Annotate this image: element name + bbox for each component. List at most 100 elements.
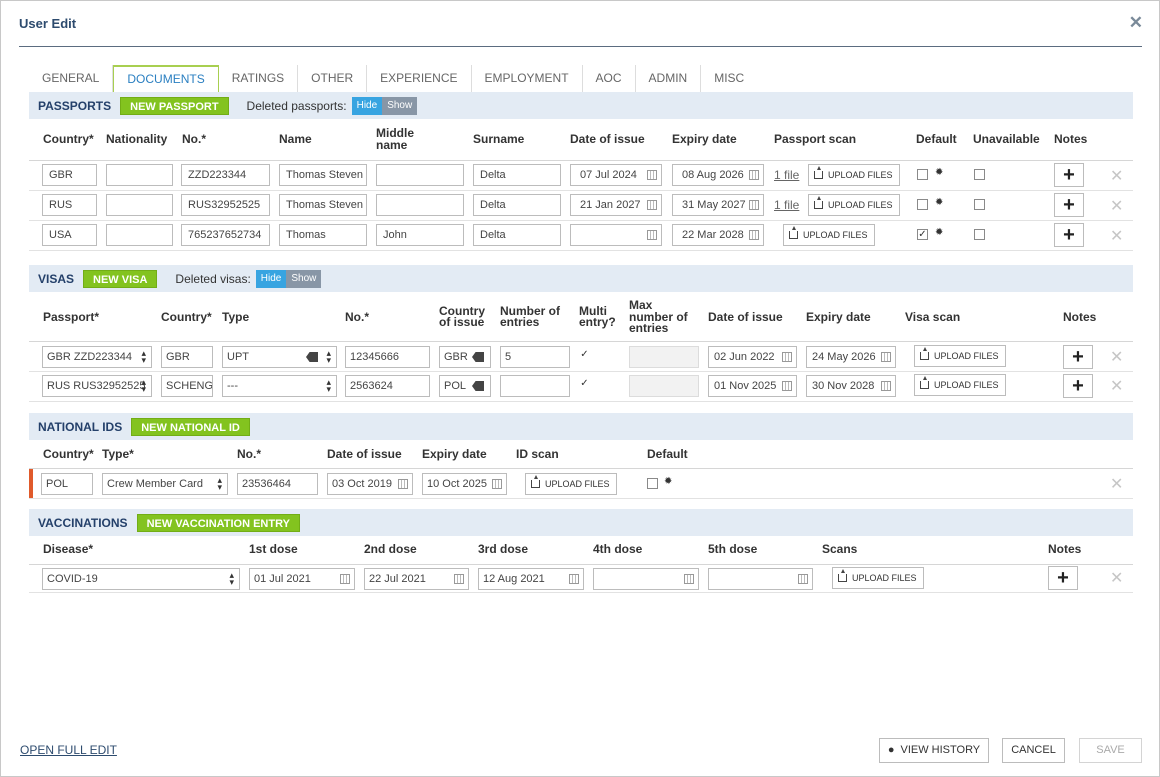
national-id-number-field[interactable]: 23536464: [237, 473, 318, 495]
visa-type-select[interactable]: --- ▴ ▾: [222, 375, 337, 397]
multi-entry-checkbox[interactable]: ✓: [579, 349, 590, 361]
passport-date-of-issue-field[interactable]: 07 Jul 2024: [570, 164, 662, 186]
remove-row-icon[interactable]: ✕: [1110, 570, 1124, 587]
calendar-icon[interactable]: [647, 170, 657, 180]
add-note-button[interactable]: +: [1054, 193, 1084, 217]
passport-middle-name-field[interactable]: [376, 164, 464, 186]
show-deleted-passports-button[interactable]: Show: [382, 96, 418, 115]
gear-icon[interactable]: ✹: [935, 167, 944, 178]
default-checkbox[interactable]: [917, 199, 928, 210]
passport-middle-name-field[interactable]: [376, 194, 464, 216]
unavailable-checkbox[interactable]: [974, 169, 985, 180]
passport-nationality-field[interactable]: [106, 164, 173, 186]
calendar-icon[interactable]: [782, 381, 792, 391]
hide-deleted-passports-button[interactable]: Hide: [351, 96, 383, 115]
new-passport-button[interactable]: NEW PASSPORT: [120, 96, 229, 115]
add-note-button[interactable]: +: [1063, 374, 1093, 398]
upload-files-button[interactable]: UPLOAD FILES: [832, 567, 924, 589]
passport-number-field[interactable]: ZZD223344: [181, 164, 270, 186]
remove-row-icon[interactable]: ✕: [1110, 378, 1124, 395]
visa-country-field[interactable]: GBR: [161, 346, 213, 368]
calendar-icon[interactable]: [749, 170, 759, 180]
visa-expiry-date-field[interactable]: 30 Nov 2028: [806, 375, 896, 397]
third-dose-field[interactable]: 12 Aug 2021: [478, 568, 584, 590]
passport-date-of-issue-field[interactable]: 21 Jan 2027: [570, 194, 662, 216]
calendar-icon[interactable]: [398, 479, 408, 489]
close-icon[interactable]: ✕: [1128, 13, 1143, 32]
passport-surname-field[interactable]: Delta: [473, 164, 561, 186]
tab-aoc[interactable]: AOC: [583, 65, 636, 93]
unavailable-checkbox[interactable]: [974, 199, 985, 210]
calendar-icon[interactable]: [647, 230, 657, 240]
passport-nationality-field[interactable]: [106, 224, 173, 246]
clear-icon[interactable]: [472, 381, 484, 391]
calendar-icon[interactable]: [647, 200, 657, 210]
visa-number-field[interactable]: 12345666: [345, 346, 430, 368]
passport-expiry-date-field[interactable]: 08 Aug 2026: [672, 164, 764, 186]
hide-deleted-visas-button[interactable]: Hide: [255, 269, 287, 288]
visa-date-of-issue-field[interactable]: 01 Nov 2025: [708, 375, 797, 397]
tab-admin[interactable]: ADMIN: [636, 65, 702, 93]
tab-documents[interactable]: DOCUMENTS: [113, 65, 219, 94]
view-history-button[interactable]: ● VIEW HISTORY: [879, 738, 989, 763]
passport-country-field[interactable]: GBR: [42, 164, 97, 186]
visa-entries-field[interactable]: 5: [500, 346, 570, 368]
open-full-edit-link[interactable]: OPEN FULL EDIT: [20, 743, 117, 757]
upload-files-button[interactable]: UPLOAD FILES: [914, 374, 1006, 396]
gear-icon[interactable]: ✹: [935, 227, 944, 238]
calendar-icon[interactable]: [782, 352, 792, 362]
tab-other[interactable]: OTHER: [298, 65, 368, 93]
passport-country-field[interactable]: USA: [42, 224, 97, 246]
calendar-icon[interactable]: [454, 574, 464, 584]
remove-row-icon[interactable]: ✕: [1110, 349, 1124, 366]
visa-passport-select[interactable]: GBR ZZD223344 ▴ ▾: [42, 346, 152, 368]
visa-entries-field[interactable]: [500, 375, 570, 397]
default-checkbox[interactable]: ✓: [917, 229, 928, 240]
national-id-type-select[interactable]: Crew Member Card ▴ ▾: [102, 473, 228, 495]
calendar-icon[interactable]: [749, 230, 759, 240]
remove-row-icon[interactable]: ✕: [1110, 198, 1124, 215]
add-note-button[interactable]: +: [1048, 566, 1078, 590]
tab-experience[interactable]: EXPERIENCE: [367, 65, 472, 93]
passport-name-field[interactable]: Thomas Steven: [279, 164, 367, 186]
add-note-button[interactable]: +: [1054, 223, 1084, 247]
passport-file-link[interactable]: 1 file: [774, 168, 800, 182]
show-deleted-visas-button[interactable]: Show: [286, 269, 322, 288]
passport-file-link[interactable]: 1 file: [774, 198, 800, 212]
cancel-button[interactable]: CANCEL: [1002, 738, 1065, 763]
visa-expiry-date-field[interactable]: 24 May 2026: [806, 346, 896, 368]
visa-type-select[interactable]: UPT ▴ ▾: [222, 346, 337, 368]
new-visa-button[interactable]: NEW VISA: [83, 269, 158, 288]
visa-country-of-issue-field[interactable]: GBR: [439, 346, 491, 368]
passport-nationality-field[interactable]: [106, 194, 173, 216]
add-note-button[interactable]: +: [1054, 163, 1084, 187]
gear-icon[interactable]: ✹: [664, 476, 673, 487]
new-national-id-button[interactable]: NEW NATIONAL ID: [131, 417, 250, 436]
fifth-dose-field[interactable]: [708, 568, 813, 590]
passport-surname-field[interactable]: Delta: [473, 194, 561, 216]
default-checkbox[interactable]: [647, 478, 658, 489]
calendar-icon[interactable]: [340, 574, 350, 584]
save-button[interactable]: SAVE: [1079, 738, 1142, 763]
tab-misc[interactable]: MISC: [714, 71, 745, 85]
remove-row-icon[interactable]: ✕: [1110, 168, 1124, 185]
calendar-icon[interactable]: [881, 352, 891, 362]
upload-files-button[interactable]: UPLOAD FILES: [914, 345, 1006, 367]
calendar-icon[interactable]: [492, 479, 502, 489]
national-id-date-of-issue-field[interactable]: 03 Oct 2019: [327, 473, 413, 495]
vaccination-disease-select[interactable]: COVID-19 ▴ ▾: [42, 568, 240, 590]
passport-number-field[interactable]: 765237652734: [181, 224, 270, 246]
calendar-icon[interactable]: [749, 200, 759, 210]
fourth-dose-field[interactable]: [593, 568, 699, 590]
tab-general[interactable]: GENERAL: [29, 65, 114, 93]
passport-name-field[interactable]: Thomas: [279, 224, 367, 246]
first-dose-field[interactable]: 01 Jul 2021: [249, 568, 355, 590]
passport-name-field[interactable]: Thomas Steven: [279, 194, 367, 216]
passport-number-field[interactable]: RUS32952525: [181, 194, 270, 216]
remove-row-icon[interactable]: ✕: [1110, 476, 1124, 493]
upload-files-button[interactable]: UPLOAD FILES: [808, 194, 900, 216]
calendar-icon[interactable]: [798, 574, 808, 584]
passport-country-field[interactable]: RUS: [42, 194, 97, 216]
default-checkbox[interactable]: [917, 169, 928, 180]
second-dose-field[interactable]: 22 Jul 2021: [364, 568, 469, 590]
